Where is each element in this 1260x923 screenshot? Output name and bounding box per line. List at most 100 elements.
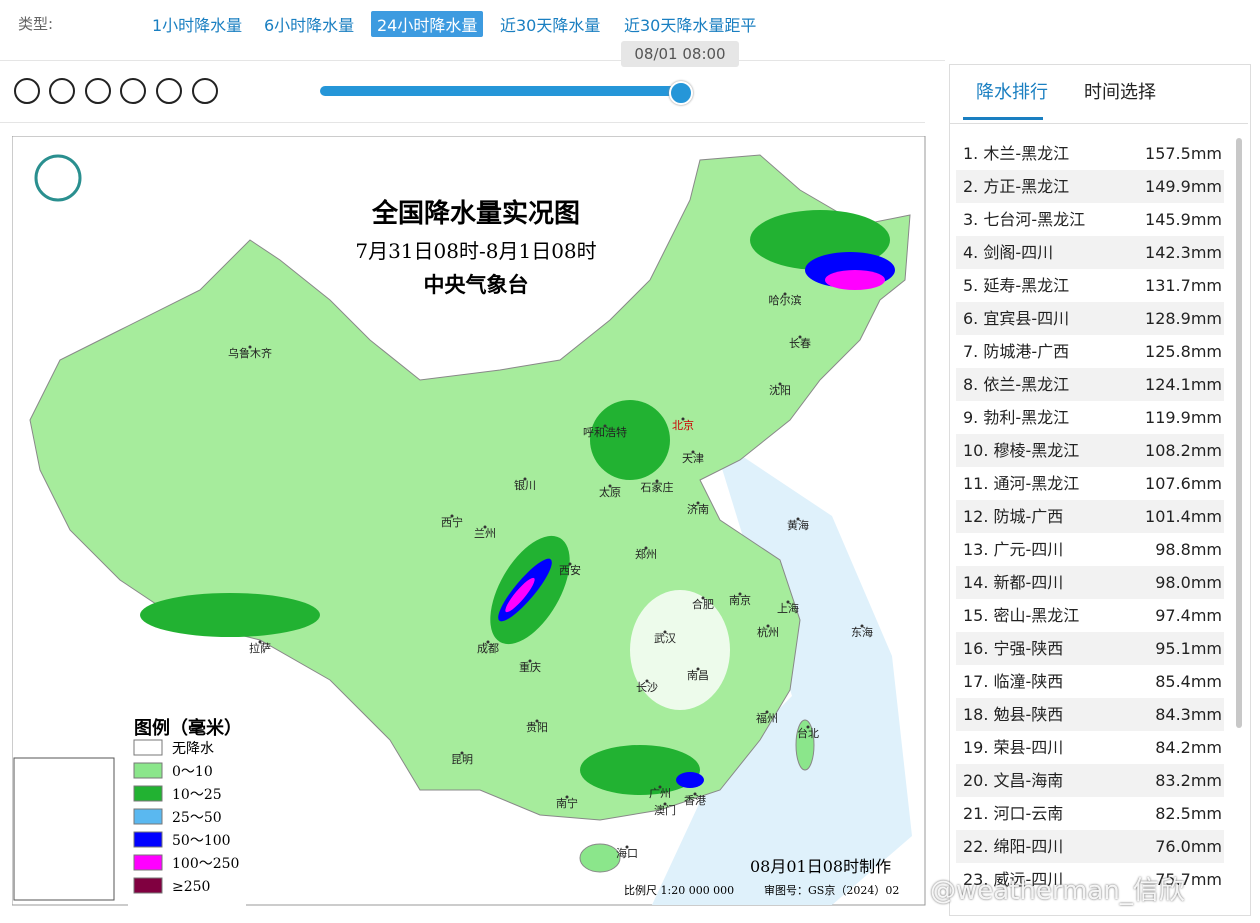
ranking-row[interactable]: 7. 防城港-广西 125.8mm bbox=[956, 335, 1224, 368]
ranking-row[interactable]: 11. 通河-黑龙江 107.6mm bbox=[956, 467, 1224, 500]
amount: 84.3mm bbox=[1155, 705, 1222, 724]
city-label: 成都 bbox=[477, 642, 499, 655]
city-label: 长春 bbox=[789, 337, 811, 350]
legend-label: 100～250 bbox=[172, 856, 239, 872]
amount: 85.4mm bbox=[1155, 672, 1222, 691]
panel-tab[interactable]: 时间选择 bbox=[1084, 82, 1156, 103]
map-issuer: 中央气象台 bbox=[424, 272, 529, 297]
city-dot bbox=[655, 479, 659, 483]
tab-underline bbox=[963, 117, 1043, 120]
zoom-button[interactable] bbox=[192, 78, 218, 104]
city-dot bbox=[523, 477, 527, 481]
city-label: 济南 bbox=[687, 502, 709, 516]
time-tooltip: 08/01 08:00 bbox=[621, 41, 739, 67]
place: 2. 方正-黑龙江 bbox=[963, 177, 1070, 196]
approval-note: 审图号：GS京（2024）02 bbox=[764, 883, 899, 897]
place: 12. 防城-广西 bbox=[963, 507, 1064, 526]
ranking-row[interactable]: 22. 绵阳-四川 76.0mm bbox=[956, 830, 1224, 863]
ranking-row[interactable]: 23. 威远-四川 75.7mm bbox=[956, 863, 1224, 896]
legend-label: 50～100 bbox=[172, 833, 231, 849]
place: 18. 勉县-陕西 bbox=[963, 705, 1064, 724]
ranking-row[interactable]: 9. 勃利-黑龙江 119.9mm bbox=[956, 401, 1224, 434]
first-button[interactable] bbox=[14, 78, 40, 104]
city-dot bbox=[663, 802, 667, 806]
ranking-row[interactable]: 16. 宁强-陕西 95.1mm bbox=[956, 632, 1224, 665]
city-label: 香港 bbox=[684, 794, 706, 807]
amount: 97.4mm bbox=[1155, 606, 1222, 625]
ranking-row[interactable]: 20. 文昌-海南 83.2mm bbox=[956, 764, 1224, 797]
legend-swatch bbox=[133, 831, 163, 848]
filter-tab[interactable]: 近30天降水量 bbox=[500, 16, 601, 35]
ranking-row[interactable]: 6. 宜宾县-四川 128.9mm bbox=[956, 302, 1224, 335]
place: 1. 木兰-黑龙江 bbox=[963, 144, 1070, 163]
city-dot bbox=[738, 592, 742, 596]
scrollbar[interactable] bbox=[1236, 138, 1242, 728]
ranking-row[interactable]: 15. 密山-黑龙江 97.4mm bbox=[956, 599, 1224, 632]
amount: 131.7mm bbox=[1145, 276, 1222, 295]
city-dot bbox=[798, 335, 802, 339]
place: 19. 荣县-四川 bbox=[963, 738, 1064, 757]
city-dot bbox=[696, 667, 700, 671]
time-slider[interactable] bbox=[320, 86, 680, 96]
city-dot bbox=[248, 345, 252, 349]
city-dot bbox=[565, 795, 569, 799]
ranking-row[interactable]: 5. 延寿-黑龙江 131.7mm bbox=[956, 269, 1224, 302]
legend-label: 10～25 bbox=[172, 787, 222, 803]
place: 21. 河口-云南 bbox=[963, 804, 1064, 823]
city-label: 杭州 bbox=[757, 625, 779, 639]
amount: 119.9mm bbox=[1145, 408, 1222, 427]
logo bbox=[34, 154, 82, 202]
inset-map bbox=[13, 757, 115, 901]
ranking-row[interactable]: 19. 荣县-四川 84.2mm bbox=[956, 731, 1224, 764]
prev-button[interactable] bbox=[49, 78, 75, 104]
filter-tab[interactable]: 近30天降水量距平 bbox=[624, 16, 757, 35]
city-dot bbox=[528, 659, 532, 663]
rain-patches bbox=[140, 210, 895, 873]
city-dot bbox=[258, 640, 262, 644]
panel-tab[interactable]: 降水排行 bbox=[976, 82, 1048, 103]
place: 10. 穆棱-黑龙江 bbox=[963, 441, 1080, 460]
legend-swatch bbox=[133, 785, 163, 802]
legend-label: 0～10 bbox=[172, 764, 213, 780]
ranking-row[interactable]: 8. 依兰-黑龙江 124.1mm bbox=[956, 368, 1224, 401]
city-dot bbox=[625, 845, 629, 849]
city-dot bbox=[644, 546, 648, 550]
divider bbox=[0, 60, 945, 61]
ranking-row[interactable]: 1. 木兰-黑龙江 157.5mm bbox=[956, 137, 1224, 170]
next-button[interactable] bbox=[120, 78, 146, 104]
ranking-row[interactable]: 13. 广元-四川 98.8mm bbox=[956, 533, 1224, 566]
city-label: 哈尔滨 bbox=[769, 293, 802, 307]
ranking-row[interactable]: 3. 七台河-黑龙江 145.9mm bbox=[956, 203, 1224, 236]
city-dot bbox=[765, 710, 769, 714]
filter-tab[interactable]: 6小时降水量 bbox=[264, 16, 355, 35]
city-label: 上海 bbox=[777, 601, 799, 615]
city-dot bbox=[691, 450, 695, 454]
play-button[interactable] bbox=[85, 78, 111, 104]
city-label: 兰州 bbox=[474, 527, 496, 540]
filter-tab[interactable]: 1小时降水量 bbox=[152, 16, 243, 35]
ranking-row[interactable]: 2. 方正-黑龙江 149.9mm bbox=[956, 170, 1224, 203]
amount: 108.2mm bbox=[1145, 441, 1222, 460]
amount: 149.9mm bbox=[1145, 177, 1222, 196]
ranking-row[interactable]: 14. 新都-四川 98.0mm bbox=[956, 566, 1224, 599]
ranking-row[interactable]: 18. 勉县-陕西 84.3mm bbox=[956, 698, 1224, 731]
amount: 76.0mm bbox=[1155, 837, 1222, 856]
city-label: 海口 bbox=[616, 846, 638, 860]
last-button[interactable] bbox=[156, 78, 182, 104]
amount: 95.1mm bbox=[1155, 639, 1222, 658]
ranking-row[interactable]: 17. 临潼-陕西 85.4mm bbox=[956, 665, 1224, 698]
city-label: 石家庄 bbox=[641, 480, 674, 494]
slider-handle[interactable] bbox=[669, 81, 693, 105]
amount: 142.3mm bbox=[1145, 243, 1222, 262]
city-dot bbox=[681, 417, 685, 421]
ranking-row[interactable]: 21. 河口-云南 82.5mm bbox=[956, 797, 1224, 830]
legend-title: 图例（毫米） bbox=[134, 717, 242, 739]
city-label: 沈阳 bbox=[769, 383, 791, 397]
ranking-row[interactable]: 10. 穆棱-黑龙江 108.2mm bbox=[956, 434, 1224, 467]
city-dot bbox=[460, 751, 464, 755]
amount: 124.1mm bbox=[1145, 375, 1222, 394]
ranking-row[interactable]: 4. 剑阁-四川 142.3mm bbox=[956, 236, 1224, 269]
filter-tab[interactable]: 24小时降水量 bbox=[371, 11, 484, 37]
ranking-row[interactable]: 12. 防城-广西 101.4mm bbox=[956, 500, 1224, 533]
filter-label: 类型: bbox=[18, 15, 54, 33]
